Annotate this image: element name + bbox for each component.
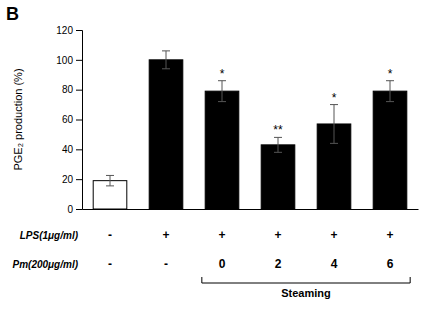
bracket: Steaming bbox=[202, 277, 410, 299]
y-tick-label: 20 bbox=[62, 174, 74, 185]
bar bbox=[373, 91, 407, 209]
error-bar-cap bbox=[106, 185, 114, 186]
y-tick: 100 bbox=[56, 55, 82, 66]
error-bar-stem bbox=[278, 137, 279, 152]
error-bar bbox=[274, 137, 282, 152]
error-bar-stem bbox=[222, 81, 223, 102]
row-value: - bbox=[164, 257, 168, 271]
bar bbox=[149, 60, 183, 209]
marks bbox=[93, 51, 407, 209]
row-value: 0 bbox=[219, 257, 226, 271]
y-tick: 80 bbox=[62, 84, 82, 95]
y-tick-mark bbox=[76, 179, 82, 180]
row-value: + bbox=[330, 228, 337, 242]
bracket-label: Steaming bbox=[281, 287, 331, 299]
y-tick: 20 bbox=[62, 174, 82, 185]
y-tick-mark bbox=[76, 120, 82, 121]
row-value: + bbox=[274, 228, 281, 242]
bar bbox=[205, 91, 239, 209]
y-tick-label: 80 bbox=[62, 84, 74, 95]
significance-label: * bbox=[388, 67, 393, 81]
bracket-line bbox=[202, 277, 410, 283]
y-tick: 0 bbox=[67, 204, 82, 215]
error-bar bbox=[386, 81, 394, 102]
panel-label: B bbox=[6, 4, 19, 24]
error-bar-cap bbox=[386, 101, 394, 102]
x-axis-line bbox=[83, 209, 419, 210]
y-tick-mark bbox=[76, 30, 82, 31]
row-label: Pm(200μg/ml) bbox=[13, 259, 79, 270]
error-bar bbox=[162, 51, 170, 69]
row-value: - bbox=[108, 257, 112, 271]
y-tick: 120 bbox=[56, 25, 82, 36]
error-bar-stem bbox=[166, 51, 167, 69]
y-tick-mark bbox=[76, 149, 82, 150]
row-value: 2 bbox=[275, 257, 282, 271]
y-tick-label: 60 bbox=[62, 114, 74, 125]
error-bar-cap bbox=[218, 101, 226, 102]
row-value: + bbox=[386, 228, 393, 242]
error-bar bbox=[106, 175, 114, 185]
error-bar-cap bbox=[274, 152, 282, 153]
row-value: - bbox=[108, 228, 112, 242]
significance-label: * bbox=[220, 67, 225, 81]
error-bar-cap bbox=[162, 50, 170, 51]
error-bar-stem bbox=[390, 81, 391, 102]
row-value: + bbox=[218, 228, 225, 242]
x-axis bbox=[83, 209, 419, 210]
y-tick: 40 bbox=[62, 144, 82, 155]
y-tick-mark bbox=[76, 60, 82, 61]
error-bar-cap bbox=[162, 68, 170, 69]
y-axis: 0 20 40 60 80 100 120 bbox=[56, 25, 82, 215]
y-tick-label: 0 bbox=[67, 204, 73, 215]
y-axis-title: PGE₂ production (%) bbox=[12, 68, 24, 170]
chart: 020406080100120*****LPS(1μg/ml)-+++++Pm(… bbox=[0, 0, 432, 321]
significance-label: ** bbox=[273, 123, 283, 137]
plot: 020406080100120*****LPS(1μg/ml)-+++++Pm(… bbox=[13, 25, 419, 299]
error-bar-cap bbox=[106, 175, 114, 176]
error-bar-stem bbox=[334, 105, 335, 144]
y-tick-mark bbox=[76, 209, 82, 210]
y-tick-label: 40 bbox=[62, 144, 74, 155]
error-bar-stem bbox=[110, 175, 111, 185]
error-bar-cap bbox=[330, 143, 338, 144]
row-value: 4 bbox=[331, 257, 338, 271]
bar bbox=[261, 145, 295, 209]
error-bar bbox=[330, 105, 338, 144]
y-tick: 60 bbox=[62, 114, 82, 125]
error-bar bbox=[218, 81, 226, 102]
y-tick-mark bbox=[76, 90, 82, 91]
y-tick-label: 120 bbox=[56, 25, 73, 36]
significance-label: * bbox=[332, 91, 337, 105]
row-label: LPS(1μg/ml) bbox=[20, 230, 79, 241]
row-value: + bbox=[162, 228, 169, 242]
y-axis-line bbox=[76, 31, 83, 210]
y-tick-label: 100 bbox=[56, 55, 73, 66]
row-value: 6 bbox=[387, 257, 394, 271]
